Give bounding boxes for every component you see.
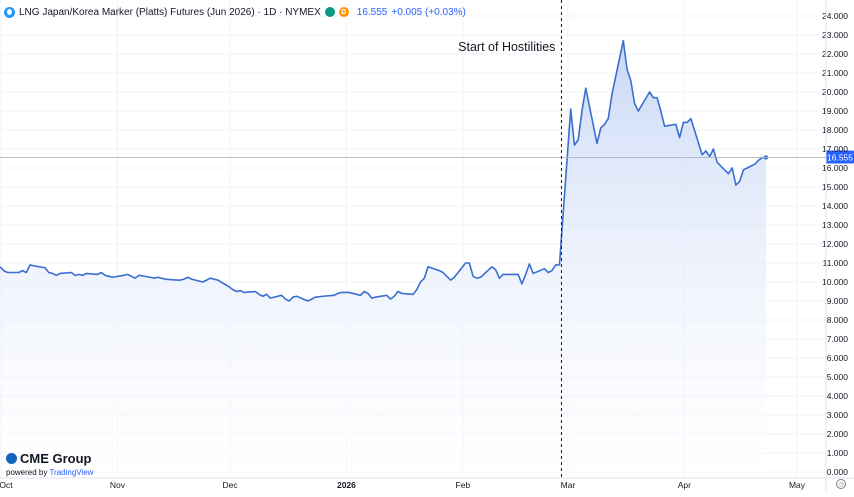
y-tick-label: 13.000 — [822, 220, 848, 230]
x-tick-label: Feb — [456, 480, 471, 490]
last-price-label: 16.555 — [826, 150, 854, 164]
last-price: 16.555 — [356, 6, 388, 18]
cme-watermark[interactable]: CME Group powered by TradingView — [6, 451, 93, 477]
y-tick-label: 18.000 — [822, 125, 848, 135]
y-tick-label: 10.000 — [822, 277, 848, 287]
y-tick-label: 6.000 — [827, 353, 849, 363]
x-tick-label: Oct — [0, 480, 13, 490]
y-tick-label: 19.000 — [822, 106, 848, 116]
cme-globe-icon — [6, 453, 17, 464]
y-tick-label: 24.000 — [822, 11, 848, 21]
y-tick-label: 15.000 — [822, 182, 848, 192]
series-line[interactable] — [0, 39, 766, 302]
symbol-header: LNG Japan/Korea Marker (Platts) Futures … — [4, 4, 466, 20]
y-tick-label: 21.000 — [822, 68, 848, 78]
x-tick-label: Nov — [110, 480, 126, 490]
x-tick-label: Apr — [678, 480, 691, 490]
tradingview-link[interactable]: TradingView — [49, 468, 94, 477]
y-tick-label: 4.000 — [827, 391, 849, 401]
y-tick-label: 8.000 — [827, 315, 849, 325]
series-area — [0, 40, 766, 478]
y-tick-label: 12.000 — [822, 239, 848, 249]
cme-brand-text: CME Group — [20, 451, 92, 466]
y-tick-label: 17.000 — [822, 144, 848, 154]
y-tick-label: 9.000 — [827, 296, 849, 306]
x-tick-label: 2026 — [337, 480, 356, 490]
x-tick-label: May — [789, 480, 806, 490]
y-tick-label: 20.000 — [822, 87, 848, 97]
delayed-data-badge[interactable]: D — [338, 7, 349, 17]
y-tick-label: 0.000 — [827, 467, 849, 477]
hostilities-annotation: Start of Hostilities — [458, 40, 555, 54]
y-axis[interactable]: 0.000 1.000 2.000 3.000 4.000 5.000 6.000 7.000… — [822, 0, 848, 492]
y-tick-label: 22.000 — [822, 49, 848, 59]
y-tick-label: 2.000 — [827, 429, 849, 439]
y-tick-label: 14.000 — [822, 201, 848, 211]
last-price-label-bg — [826, 150, 854, 164]
powered-by-prefix: powered by — [6, 468, 48, 477]
timezone-settings-icon[interactable]: ◷ — [836, 479, 846, 489]
y-tick-label: 5.000 — [827, 372, 849, 382]
x-axis[interactable]: Oct Nov Dec 2026 Feb Mar Apr May — [0, 477, 854, 490]
y-tick-label: 23.000 — [822, 30, 848, 40]
symbol-title[interactable]: LNG Japan/Korea Marker (Platts) Futures … — [19, 6, 321, 18]
powered-by-line[interactable]: powered by TradingView — [6, 468, 93, 477]
y-tick-label: 11.000 — [823, 258, 849, 268]
y-tick-label: 3.000 — [827, 410, 849, 420]
symbol-logo-icon — [4, 6, 15, 18]
x-tick-label: Dec — [222, 480, 238, 490]
y-tick-label: 16.000 — [822, 163, 848, 173]
x-tick-label: Mar — [561, 480, 576, 490]
y-tick-label: 7.000 — [827, 334, 849, 344]
market-status-icon[interactable] — [324, 7, 335, 17]
last-price-label-text: 16.555 — [827, 152, 853, 162]
price-change: +0.005 (+0.03%) — [391, 6, 466, 18]
y-tick-label: 1.000 — [827, 448, 849, 458]
